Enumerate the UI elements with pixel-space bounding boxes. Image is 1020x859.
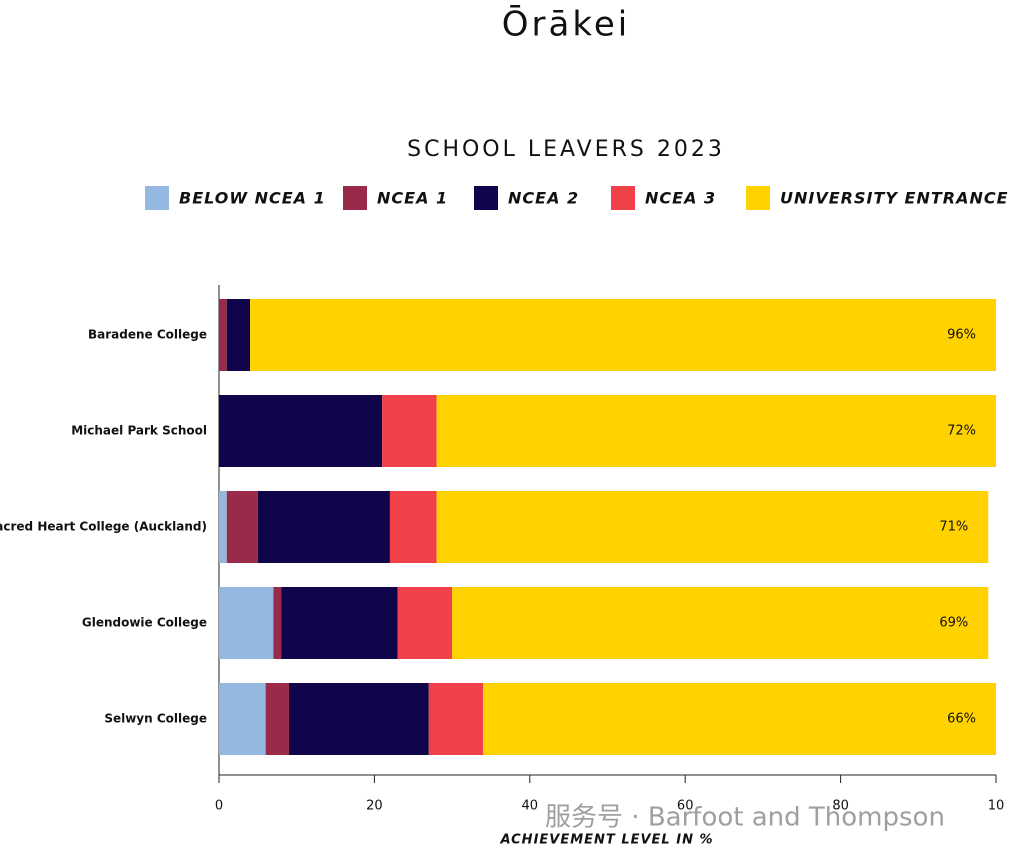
x-tick-label: 0 bbox=[215, 799, 223, 814]
y-tick-label: Glendowie College bbox=[82, 616, 207, 630]
page-header: Ōrākei bbox=[502, 5, 630, 45]
x-tick-label: 40 bbox=[522, 799, 539, 814]
bar-segment bbox=[219, 683, 266, 755]
x-tick-label: 80 bbox=[832, 799, 849, 814]
legend-label: BELOW NCEA 1 bbox=[179, 189, 326, 208]
x-tick-label: 20 bbox=[366, 799, 383, 814]
value-label: 71% bbox=[939, 520, 968, 535]
legend-swatch bbox=[474, 186, 498, 210]
y-tick-label: Michael Park School bbox=[71, 424, 207, 438]
bar-segment bbox=[452, 587, 989, 659]
y-tick-label: Baradene College bbox=[88, 328, 207, 342]
legend-swatch bbox=[611, 186, 635, 210]
value-label: 96% bbox=[947, 328, 976, 343]
bar-segment bbox=[389, 491, 437, 563]
legend-label: UNIVERSITY ENTRANCE bbox=[780, 189, 1009, 208]
bar-segment bbox=[265, 683, 289, 755]
bar-segment bbox=[436, 395, 996, 467]
bar-segment bbox=[219, 587, 274, 659]
bar-segment bbox=[219, 395, 383, 467]
bar-segment bbox=[436, 491, 989, 563]
legend-label: NCEA 3 bbox=[645, 189, 716, 208]
value-label: 72% bbox=[947, 424, 976, 439]
bar-segment bbox=[397, 587, 453, 659]
y-tick-label: Sacred Heart College (Auckland) bbox=[0, 520, 207, 534]
bar-segment bbox=[250, 299, 996, 371]
legend-label: NCEA 1 bbox=[377, 189, 448, 208]
legend-label: NCEA 2 bbox=[508, 189, 579, 208]
bar-segment bbox=[288, 683, 429, 755]
x-tick-label: 60 bbox=[677, 799, 694, 814]
x-axis-label: ACHIEVEMENT LEVEL IN % bbox=[499, 833, 713, 848]
value-label: 69% bbox=[939, 616, 968, 631]
legend-swatch bbox=[145, 186, 169, 210]
bar-segment bbox=[483, 683, 996, 755]
bar-segment bbox=[219, 299, 227, 371]
bar-segment bbox=[226, 491, 258, 563]
y-tick-label: Selwyn College bbox=[104, 712, 207, 726]
x-tick-label: 10 bbox=[988, 799, 1005, 814]
value-label: 66% bbox=[947, 712, 976, 727]
chart-title: SCHOOL LEAVERS 2023 bbox=[407, 137, 725, 162]
bar-segment bbox=[281, 587, 398, 659]
bar-segment bbox=[273, 587, 282, 659]
watermark: 服务号 · Barfoot and Thompson bbox=[545, 803, 945, 833]
bar-segment bbox=[257, 491, 390, 563]
legend-swatch bbox=[343, 186, 367, 210]
bar-segment bbox=[382, 395, 437, 467]
bar-segment bbox=[226, 299, 251, 371]
bar-segment bbox=[428, 683, 484, 755]
bar-segment bbox=[219, 491, 227, 563]
legend-swatch bbox=[746, 186, 770, 210]
